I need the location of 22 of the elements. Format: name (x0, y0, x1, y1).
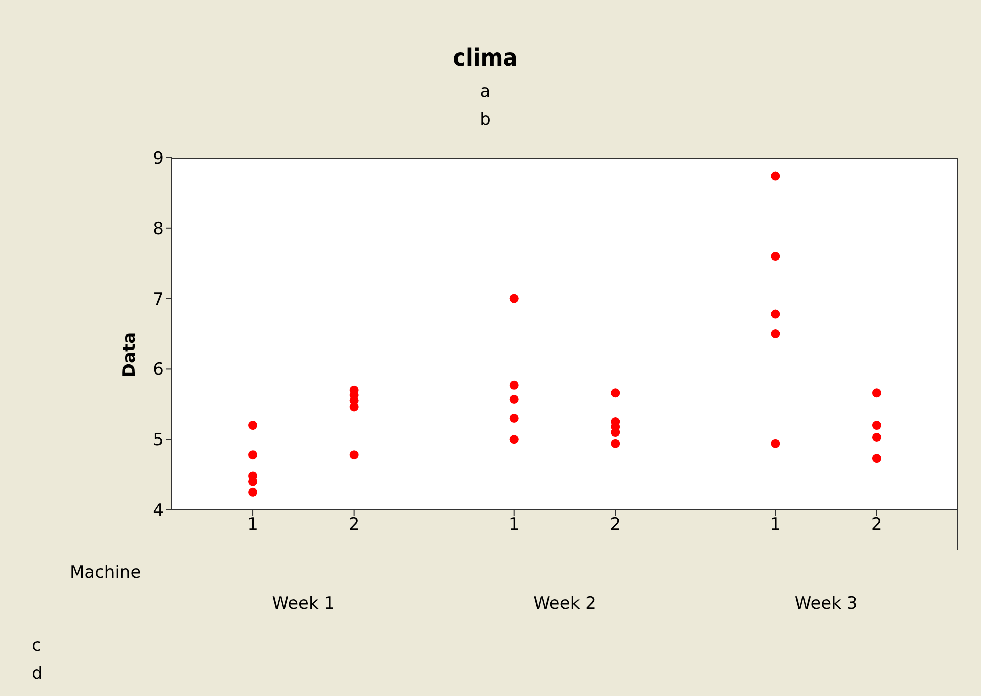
text: Week 1 (271, 594, 336, 614)
x-tick-label: 2 (348, 515, 360, 536)
x-tick-label: 2 (610, 515, 622, 536)
y-tick-label: 5 (153, 430, 164, 451)
text: b (479, 110, 492, 130)
x-tick-label: 2 (872, 515, 882, 536)
x-axis-title: Machine (70, 563, 142, 583)
chart-title: clima (452, 44, 519, 72)
x-tick-label: 1 (508, 515, 520, 536)
y-tick-label: 9 (153, 149, 164, 170)
y-tick-label: 4 (153, 501, 164, 522)
x-tick-label: 1 (248, 515, 258, 536)
text: c (32, 636, 42, 656)
text: Week 3 (794, 594, 859, 614)
text: Week 2 (532, 594, 598, 614)
chart-subtitle: a (479, 82, 492, 102)
x-tick-label: 1 (770, 515, 782, 536)
y-tick-label: 7 (153, 290, 164, 310)
y-axis-title: Data (120, 332, 140, 378)
y-tick-label: 6 (153, 360, 164, 380)
y-tick-label: 8 (153, 219, 164, 240)
text: d (32, 664, 43, 684)
